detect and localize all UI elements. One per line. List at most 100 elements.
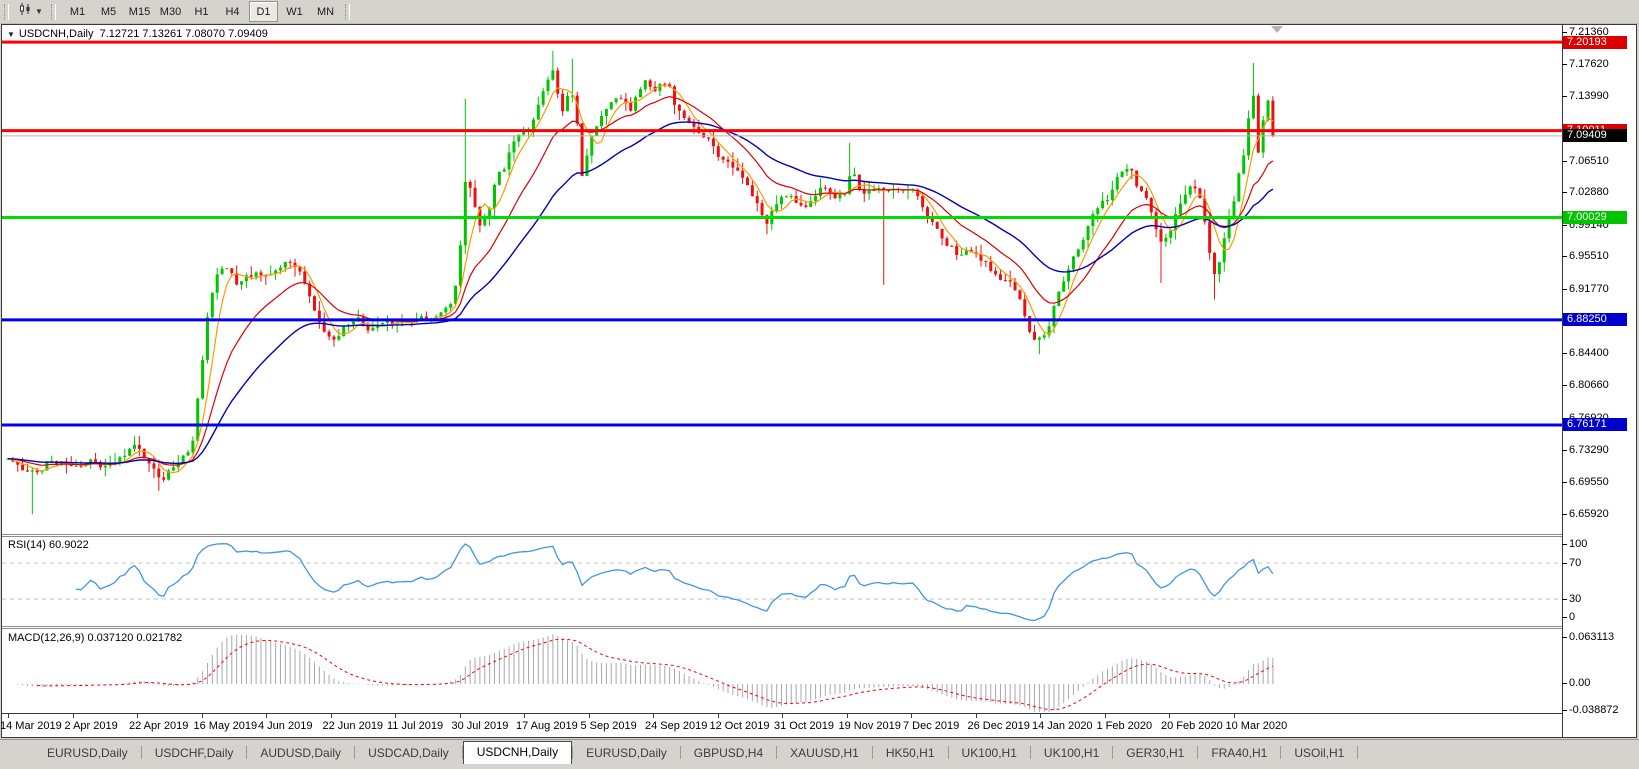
candlestick-chart-icon (19, 2, 33, 21)
time-label: 11 Jul 2019 (387, 720, 444, 732)
time-axis-border (2, 713, 1562, 714)
time-tick (72, 714, 74, 718)
timeframe-buttons: M1 M5 M15 M30 H1 H4 D1 W1 MN (62, 1, 341, 22)
chevron-down-icon: ▼ (35, 7, 43, 16)
timeframe-button-d1[interactable]: D1 (249, 1, 278, 22)
timeframe-button-h4[interactable]: H4 (225, 5, 240, 18)
timeframe-button-m1[interactable]: M1 (69, 5, 86, 18)
rsi-pane-canvas[interactable] (2, 537, 1562, 626)
time-tick (1040, 714, 1041, 718)
tab-audusd-daily[interactable]: AUDUSD,Daily (260, 746, 342, 760)
tab-divider (1357, 745, 1359, 759)
price-tick-dash (1562, 256, 1567, 258)
tab-divider (1280, 745, 1282, 759)
chart-cursor-button[interactable]: ▼ (15, 2, 47, 21)
tab-uk100-h1[interactable]: UK100,H1 (1043, 746, 1100, 760)
price-tick-label: 7.06510 (1569, 154, 1609, 167)
tab-usdchf-daily[interactable]: USDCHF,Daily (154, 746, 234, 760)
timeframe-button-m15[interactable]: M15 (128, 5, 151, 18)
price-tick-dash (1562, 192, 1567, 194)
tab-divider (354, 745, 356, 759)
price-tick-dash (1562, 482, 1567, 484)
tab-usdcad-daily[interactable]: USDCAD,Daily (368, 746, 449, 760)
time-tick (524, 714, 525, 718)
tab-usoil-h1[interactable]: USOil,H1 (1294, 746, 1345, 760)
rsi-level-label: 30 (1569, 592, 1582, 605)
price-tick-label: 7.17620 (1569, 58, 1609, 71)
timeframe-button-w1[interactable]: W1 (286, 5, 303, 18)
tab-eurusd-daily[interactable]: EURUSD,Daily (47, 746, 128, 760)
rsi-tick-dash (1562, 562, 1567, 564)
tab-uk100-h1[interactable]: UK100,H1 (961, 746, 1017, 760)
tab-usdcnh-daily[interactable]: USDCNH,Daily (462, 741, 573, 764)
time-label: 2 Apr 2019 (64, 720, 118, 732)
tab-strip-spacer (0, 763, 34, 764)
timeframe-button-m5[interactable]: M5 (100, 5, 117, 18)
tab-fra40-h1[interactable]: FRA40,H1 (1211, 746, 1268, 760)
chart-ohlc-values: 7.12721 7.13261 7.08070 7.09409 (99, 28, 268, 40)
chart-shift-marker-icon[interactable] (1271, 26, 1283, 33)
tab-hk50-h1[interactable]: HK50,H1 (885, 746, 935, 760)
price-tick-label: 6.65920 (1569, 507, 1609, 520)
macd-tick-dash (1562, 710, 1567, 711)
price-tick-label: 7.02880 (1569, 186, 1609, 199)
tab-divider (1197, 745, 1199, 759)
chart-window[interactable] (1, 24, 1637, 738)
toolbar-separator-grip-2[interactable] (345, 3, 350, 20)
tab-divider (1112, 745, 1114, 759)
hline-price-label: 7.20193 (1563, 35, 1627, 49)
time-tick (1169, 714, 1170, 718)
tab-divider (1029, 745, 1031, 759)
tab-eurusd-daily[interactable]: EURUSD,Daily (586, 746, 667, 760)
time-tick (846, 714, 848, 718)
tab-ger30-h1[interactable]: GER30,H1 (1126, 746, 1185, 760)
tab-divider (947, 745, 949, 759)
timeframe-button-h1[interactable]: H1 (194, 5, 209, 18)
time-label: 4 Jun 2019 (258, 720, 313, 732)
price-tick-label: 7.13990 (1569, 89, 1609, 102)
time-tick (1233, 714, 1235, 718)
price-tick-dash (1562, 160, 1567, 162)
rsi-tick-dash (1562, 617, 1567, 618)
tab-divider (461, 745, 463, 759)
timeframe-button-m30[interactable]: M30 (159, 5, 182, 18)
time-label: 30 Jul 2019 (451, 720, 509, 732)
tab-divider (776, 745, 778, 759)
time-label: 1 Feb 2020 (1096, 720, 1153, 732)
price-tick-dash (1562, 513, 1567, 515)
rsi-pane-resize-handle[interactable] (2, 534, 1562, 537)
tab-divider (572, 745, 574, 759)
tab-gbpusd-h4[interactable]: GBPUSD,H4 (693, 746, 764, 760)
time-label: 20 Feb 2020 (1161, 720, 1223, 732)
time-tick (911, 714, 912, 718)
price-tick-dash (1562, 352, 1567, 354)
macd-pane-resize-handle[interactable] (2, 626, 1562, 629)
price-tick-label: 6.73290 (1569, 443, 1609, 456)
rsi-level-label: 70 (1569, 556, 1582, 569)
time-label: 14 Jan 2020 (1032, 720, 1093, 732)
price-tick-dash (1562, 31, 1567, 33)
time-tick (395, 714, 396, 718)
time-label: 24 Sep 2019 (645, 720, 708, 732)
price-tick-label: 6.69550 (1569, 476, 1609, 489)
price-tick-dash (1562, 95, 1567, 97)
main-price-pane-canvas[interactable] (2, 25, 1562, 535)
timeframe-toolbar: ▼ M1 M5 M15 M30 H1 H4 D1 W1 MN (0, 0, 1639, 24)
timeframe-button-mn[interactable]: MN (316, 5, 335, 18)
price-tick-dash (1562, 449, 1567, 451)
macd-pane-canvas[interactable] (2, 629, 1562, 714)
time-label: 16 May 2019 (193, 720, 258, 732)
rsi-tick-dash (1562, 544, 1567, 545)
price-tick-dash (1562, 64, 1567, 66)
time-tick (330, 714, 332, 718)
chart-dropdown-icon[interactable]: ▼ (7, 30, 15, 39)
price-tick-label: 6.91770 (1569, 282, 1609, 295)
time-label: 31 Oct 2019 (774, 720, 834, 732)
tab-xauusd-h1[interactable]: XAUUSD,H1 (790, 746, 859, 760)
toolbar-drag-grip[interactable] (4, 3, 9, 20)
time-label: 10 Mar 2020 (1225, 720, 1288, 732)
toolbar-separator-grip[interactable] (51, 3, 56, 20)
time-tick (137, 714, 138, 718)
time-label: 12 Oct 2019 (709, 720, 770, 732)
